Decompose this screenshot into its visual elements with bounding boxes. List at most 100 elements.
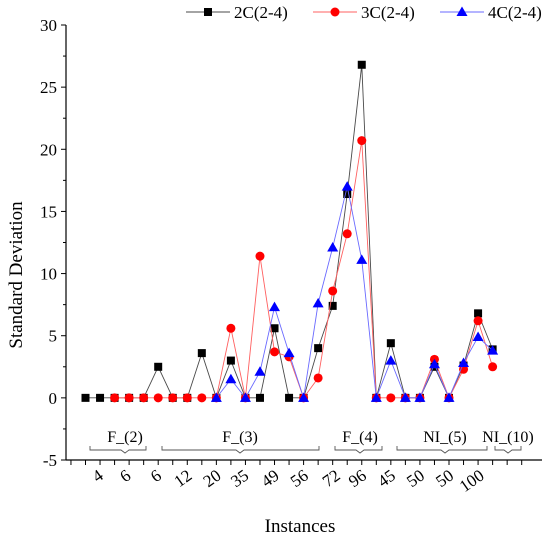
y-tick-label: 20 (40, 140, 57, 159)
data-point (330, 7, 340, 17)
data-point (204, 8, 212, 16)
data-point (488, 362, 498, 372)
data-point (81, 393, 90, 402)
data-point (327, 241, 339, 252)
data-point (226, 323, 236, 333)
data-point (197, 349, 206, 358)
data-point (96, 393, 105, 402)
data-point (210, 392, 222, 402)
data-point (168, 393, 178, 403)
data-point (312, 297, 324, 308)
data-point (270, 347, 280, 357)
series-layer (81, 60, 499, 403)
data-point (197, 393, 207, 403)
data-point (370, 392, 382, 402)
data-point (474, 309, 483, 318)
group-bracket (161, 446, 320, 454)
series-3C(2-4) (110, 136, 498, 403)
x-tick-label: 72 (319, 466, 344, 491)
data-point (443, 392, 455, 402)
x-tick-label: 6 (116, 466, 134, 486)
x-tick-label: 20 (200, 466, 225, 491)
data-point (110, 393, 120, 403)
data-point (456, 6, 468, 16)
group-label: F_(3) (222, 429, 258, 446)
y-tick-label: 30 (40, 16, 57, 35)
x-tick-label: 50 (403, 466, 428, 491)
x-tick-label: 35 (227, 466, 252, 491)
data-point (342, 229, 352, 239)
data-point (139, 393, 149, 403)
legend: 2C(2-4) 3C(2-4) 4C(2-4) (186, 3, 542, 22)
y-axis-title: Standard Deviation (6, 201, 27, 349)
legend-label: 3C(2-4) (361, 3, 415, 22)
data-point (414, 392, 426, 402)
data-point (153, 393, 163, 403)
data-point (341, 181, 353, 191)
data-point (385, 355, 397, 365)
data-point (386, 393, 396, 403)
y-tick-label: 25 (40, 78, 57, 97)
x-tick-label: 100 (456, 466, 488, 496)
group-bracket (494, 446, 522, 454)
data-point (154, 362, 163, 371)
y-tick-label: 15 (40, 202, 57, 221)
legend-label: 4C(2-4) (488, 3, 542, 22)
data-point (283, 347, 295, 358)
x-tick-label: 50 (432, 466, 457, 491)
x-tick-label: 6 (147, 466, 165, 486)
data-point (356, 254, 368, 264)
group-bracket (89, 446, 147, 454)
data-point (357, 60, 366, 69)
group-label: F_(2) (107, 429, 143, 446)
series-line (216, 186, 493, 400)
x-tick-label: 45 (374, 466, 399, 491)
x-axis-title: Instances (265, 516, 336, 537)
data-point (298, 392, 310, 402)
data-point (269, 301, 281, 312)
series-4C(2-4) (210, 181, 499, 402)
data-point (255, 393, 264, 402)
data-point (487, 345, 499, 355)
y-tick-label: 0 (49, 389, 58, 408)
x-tick-label: 49 (258, 466, 283, 491)
group-bracket (396, 446, 488, 454)
x-tick-label: 12 (171, 466, 196, 491)
data-point (357, 136, 367, 146)
data-point (386, 339, 395, 348)
data-point (458, 357, 470, 368)
data-point (239, 392, 251, 402)
data-point (328, 301, 337, 310)
data-point (226, 356, 235, 365)
data-point (473, 316, 483, 326)
y-tick-label: 10 (40, 265, 57, 284)
group-label: NI_(10) (482, 429, 534, 446)
group-bracket (334, 446, 383, 454)
data-point (428, 358, 440, 369)
group-label: NI_(5) (423, 429, 467, 446)
data-point (124, 393, 134, 403)
legend-label: 2C(2-4) (234, 3, 288, 22)
data-point (254, 366, 266, 376)
data-point (399, 392, 411, 402)
x-tick-label: 4 (89, 465, 107, 486)
data-point (182, 393, 192, 403)
y-tick-label: 5 (49, 327, 58, 346)
group-label: F_(4) (342, 429, 378, 446)
y-tick-label: -5 (43, 451, 57, 470)
data-point (270, 324, 279, 333)
data-point (328, 286, 338, 296)
data-point (343, 190, 352, 199)
instance-groups: F_(2) F_(3) F_(4) NI_(5) NI_(10) (89, 429, 534, 454)
y-axis-ticks: -5 0 5 10 15 20 25 30 (40, 16, 66, 470)
data-point (472, 331, 484, 341)
data-point (225, 373, 237, 384)
data-point (313, 373, 323, 383)
data-point (255, 251, 265, 261)
x-tick-label: 96 (345, 466, 370, 491)
data-point (314, 344, 323, 353)
x-tick-label: 56 (287, 466, 312, 491)
data-point (285, 393, 294, 402)
